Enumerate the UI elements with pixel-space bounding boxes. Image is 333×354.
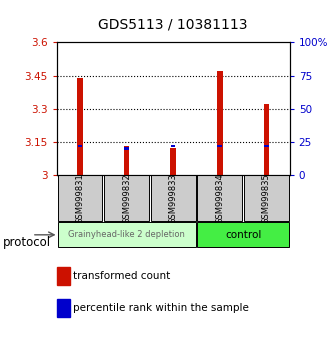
Bar xyxy=(171,144,175,147)
Text: GSM999831: GSM999831 xyxy=(75,173,85,224)
FancyBboxPatch shape xyxy=(197,175,242,221)
FancyBboxPatch shape xyxy=(244,175,289,221)
Bar xyxy=(77,78,83,175)
Bar xyxy=(124,147,129,150)
FancyBboxPatch shape xyxy=(58,222,195,247)
Bar xyxy=(217,144,222,147)
Text: Grainyhead-like 2 depletion: Grainyhead-like 2 depletion xyxy=(68,230,185,239)
Bar xyxy=(78,144,82,147)
FancyBboxPatch shape xyxy=(58,175,102,221)
Text: GSM999835: GSM999835 xyxy=(262,173,271,224)
FancyBboxPatch shape xyxy=(197,222,289,247)
Text: protocol: protocol xyxy=(3,236,52,249)
Text: GSM999834: GSM999834 xyxy=(215,173,224,224)
Bar xyxy=(170,148,176,175)
FancyBboxPatch shape xyxy=(104,175,149,221)
Bar xyxy=(217,71,222,175)
Text: GDS5113 / 10381113: GDS5113 / 10381113 xyxy=(99,18,248,32)
FancyBboxPatch shape xyxy=(151,175,195,221)
Bar xyxy=(264,104,269,175)
Text: GSM999833: GSM999833 xyxy=(168,173,178,224)
Text: transformed count: transformed count xyxy=(73,271,170,281)
Text: GSM999832: GSM999832 xyxy=(122,173,131,224)
Bar xyxy=(124,146,129,175)
Text: percentile rank within the sample: percentile rank within the sample xyxy=(73,303,249,313)
Text: control: control xyxy=(225,230,261,240)
Bar xyxy=(264,144,269,147)
